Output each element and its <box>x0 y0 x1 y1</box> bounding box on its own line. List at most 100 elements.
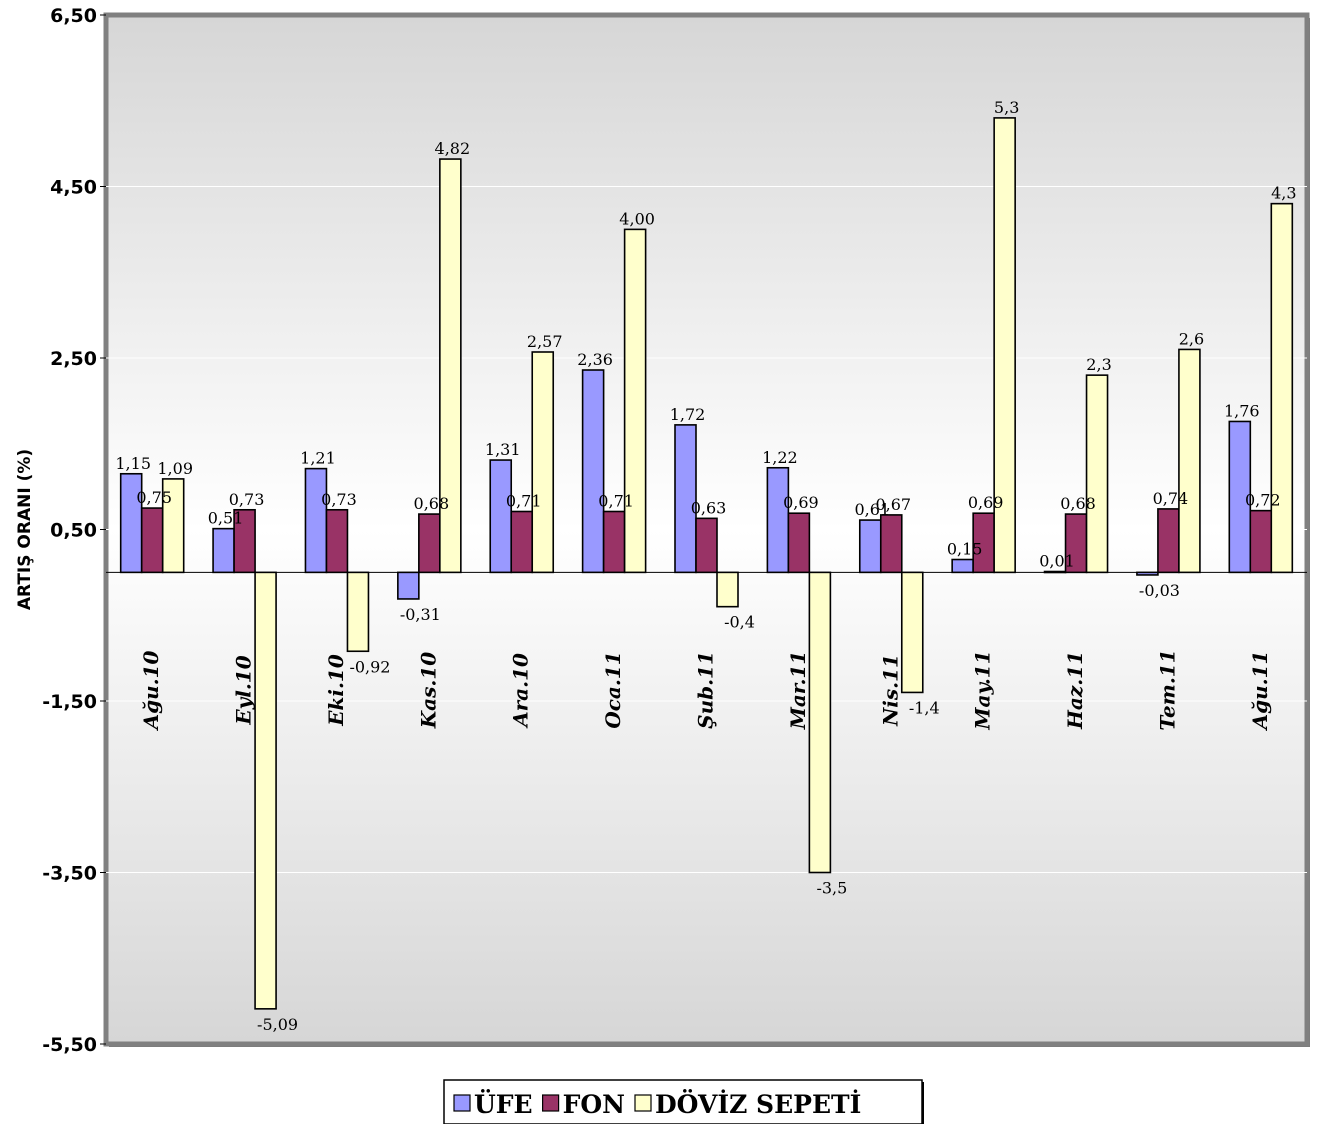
category-label: Ağu.11 <box>1248 651 1272 732</box>
data-label: 4,82 <box>435 139 471 158</box>
data-label: 2,6 <box>1179 329 1204 348</box>
data-label: 0,74 <box>1153 489 1189 508</box>
bar-0-8 <box>858 519 882 574</box>
data-label: 0,51 <box>208 509 244 528</box>
bar-2-12 <box>1270 202 1294 574</box>
data-label: 2,57 <box>527 332 563 351</box>
y-tick-label: 0,50 <box>50 520 97 542</box>
category-label: Nis.11 <box>878 654 902 727</box>
data-label: -0,03 <box>1139 581 1180 600</box>
data-label: 1,09 <box>157 459 193 478</box>
data-label: 0,73 <box>229 490 265 509</box>
category-label: Ara.10 <box>509 653 533 729</box>
bar-0-2 <box>304 467 328 574</box>
bar-1-4 <box>510 510 534 574</box>
category-label: Tem.11 <box>1155 649 1179 730</box>
data-label: 4,00 <box>619 209 655 228</box>
bar-1-0 <box>140 507 164 574</box>
y-tick-label: 2,50 <box>50 348 97 370</box>
legend-swatch <box>542 1094 560 1112</box>
bar-1-12 <box>1249 509 1273 574</box>
data-label: 1,76 <box>1224 401 1260 420</box>
data-label: 0,71 <box>506 491 542 510</box>
data-label: 1,31 <box>485 440 521 459</box>
bar-2-9 <box>993 117 1016 574</box>
bar-1-7 <box>787 512 811 574</box>
data-label: 0,69 <box>968 493 1004 512</box>
data-label: 0,61 <box>854 500 890 519</box>
bar-0-10 <box>1043 570 1067 574</box>
data-label: 2,36 <box>577 350 613 369</box>
data-label: 0,71 <box>598 491 634 510</box>
y-tick-label: 6,50 <box>50 5 97 27</box>
y-axis-title: ARTIŞ ORANI (%) <box>15 449 35 610</box>
bar-0-7 <box>766 466 790 574</box>
category-label: Eki.10 <box>324 654 348 727</box>
category-label: Şub.11 <box>694 651 718 729</box>
y-tick-label: -3,50 <box>42 863 97 885</box>
data-label: 0,68 <box>414 494 450 513</box>
category-label: Eyl.10 <box>232 655 256 725</box>
category-label: Kas.10 <box>416 652 440 729</box>
data-label: 0,01 <box>1039 552 1075 571</box>
legend-label: FON <box>563 1090 625 1119</box>
bar-1-1 <box>233 508 256 574</box>
bar-2-4 <box>531 351 555 574</box>
bar-0-6 <box>674 424 697 574</box>
data-label: 0,68 <box>1060 494 1096 513</box>
bar-2-0 <box>161 478 185 574</box>
data-label: 1,15 <box>115 454 151 473</box>
bar-0-5 <box>581 369 605 574</box>
bar-0-9 <box>951 558 974 574</box>
bar-2-2 <box>346 571 370 653</box>
category-label: Mar.11 <box>786 651 810 731</box>
bar-2-1 <box>254 571 277 1010</box>
data-label: 1,72 <box>670 405 706 424</box>
legend-swatch <box>453 1094 471 1112</box>
bar-1-6 <box>695 517 718 574</box>
data-label: 5,3 <box>994 98 1019 117</box>
bar-2-7 <box>808 571 832 874</box>
legend-label: ÜFE <box>474 1090 533 1119</box>
bar-2-8 <box>900 571 924 694</box>
bar-1-2 <box>325 508 349 574</box>
data-label: 1,22 <box>762 448 798 467</box>
data-label: 2,3 <box>1086 355 1111 374</box>
category-label: Haz.11 <box>1063 651 1087 730</box>
bar-2-10 <box>1085 374 1109 574</box>
y-tick-label: 4,50 <box>50 177 97 199</box>
bar-2-6 <box>716 571 739 608</box>
data-label: 0,69 <box>783 493 819 512</box>
bar-0-3 <box>397 571 420 600</box>
data-label: -0,92 <box>349 657 390 676</box>
data-label: -0,31 <box>400 605 441 624</box>
bar-2-3 <box>439 158 462 574</box>
data-label: 1,21 <box>300 449 336 468</box>
data-label: 0,63 <box>691 498 727 517</box>
bar-0-12 <box>1228 420 1252 574</box>
category-label: May.11 <box>971 650 995 730</box>
data-label: 0,67 <box>875 495 911 514</box>
bar-1-8 <box>879 514 903 574</box>
data-label: 0,15 <box>947 540 983 559</box>
legend-label: DÖVİZ SEPETİ <box>655 1090 861 1119</box>
data-label: -0,4 <box>724 613 755 632</box>
bar-2-5 <box>623 228 647 574</box>
data-label: -3,5 <box>816 879 847 898</box>
bar-0-4 <box>489 459 513 574</box>
data-label: 0,72 <box>1245 491 1281 510</box>
bar-1-3 <box>418 513 441 574</box>
bar-0-11 <box>1136 571 1159 576</box>
data-label: 0,73 <box>321 490 357 509</box>
bar-1-5 <box>602 510 626 574</box>
bar-0-1 <box>212 527 235 574</box>
category-label: Ağu.10 <box>139 651 163 732</box>
data-label: 0,75 <box>136 488 172 507</box>
y-tick-label: -1,50 <box>42 691 97 713</box>
data-label: -1,4 <box>909 698 940 717</box>
bar-1-11 <box>1157 508 1180 574</box>
bar-2-11 <box>1178 348 1201 574</box>
data-label: 4,3 <box>1271 184 1296 203</box>
